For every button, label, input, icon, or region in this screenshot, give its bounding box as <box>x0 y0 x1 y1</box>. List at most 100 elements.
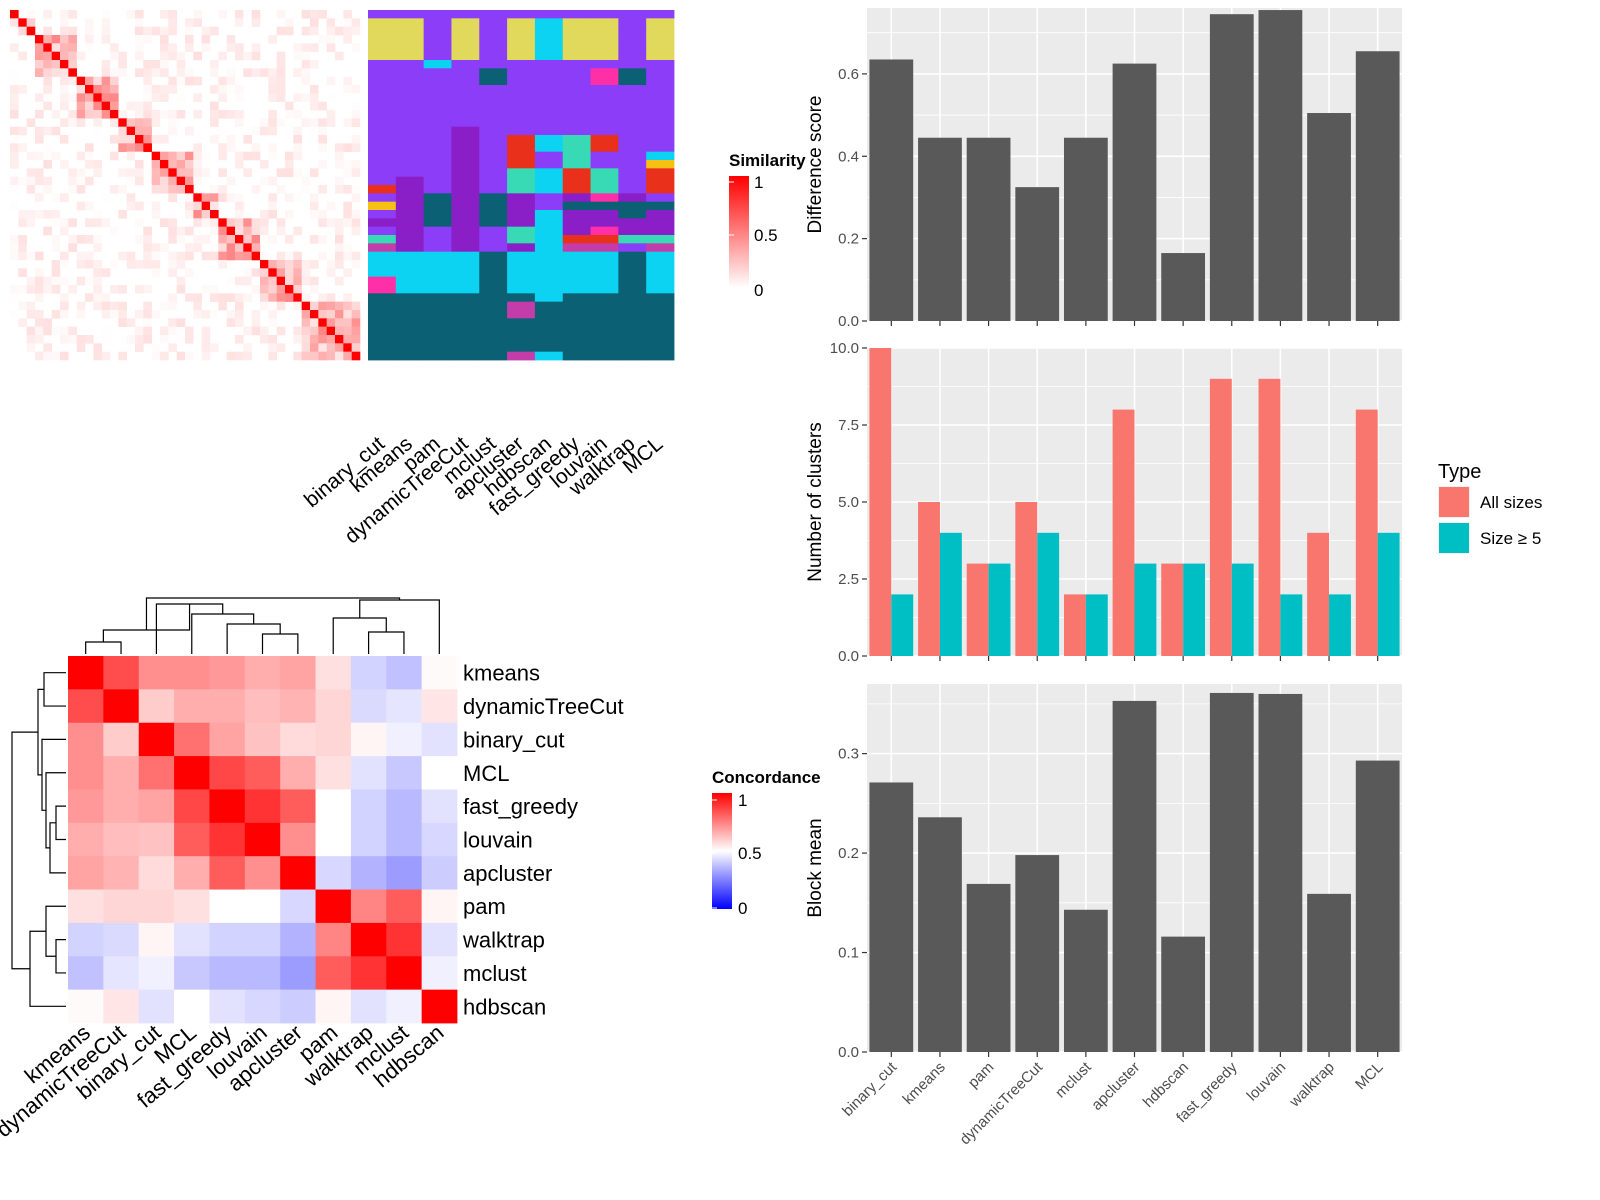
similarity-cell <box>260 301 269 311</box>
similarity-cell <box>318 35 327 44</box>
similarity-cell <box>335 351 344 361</box>
similarity-cell <box>26 151 36 161</box>
similarity-cell <box>310 168 319 177</box>
concordance-cell <box>244 722 281 757</box>
concordance-cell <box>315 856 352 890</box>
similarity-cell <box>235 210 244 219</box>
similarity-cell <box>160 151 169 161</box>
assignment-cell <box>562 93 591 103</box>
similarity-cell <box>293 293 302 302</box>
similarity-cell <box>226 318 236 327</box>
assignment-cell <box>562 335 591 344</box>
similarity-cell <box>43 351 52 361</box>
similarity-cell <box>85 268 94 277</box>
assignment-cell <box>395 93 425 103</box>
assignment-cell <box>562 226 591 236</box>
similarity-cell <box>10 243 19 252</box>
similarity-cell <box>201 235 211 244</box>
assignment-cell <box>507 251 536 261</box>
similarity-cell <box>93 351 102 361</box>
assignment-cell <box>395 210 425 219</box>
similarity-cell <box>60 135 69 144</box>
similarity-cell <box>301 260 311 269</box>
similarity-cell <box>143 235 152 244</box>
similarity-cell <box>251 18 261 27</box>
similarity-legend-label: 1 <box>754 173 763 192</box>
y-axis-title: Block mean <box>805 818 826 917</box>
similarity-cell <box>276 293 286 302</box>
similarity-cell <box>118 60 127 69</box>
similarity-cell <box>226 110 236 119</box>
assignment-cell <box>368 251 397 261</box>
assignment-cell <box>368 243 397 253</box>
assignment-cell <box>590 26 619 36</box>
similarity-cell <box>293 268 302 277</box>
similarity-cell <box>85 293 94 302</box>
similarity-cell <box>143 285 152 294</box>
concordance-cell <box>103 689 140 724</box>
similarity-cell <box>168 218 177 227</box>
similarity-cell <box>51 151 61 161</box>
similarity-cell <box>143 118 152 127</box>
assignment-cell <box>646 68 675 78</box>
assignment-cell <box>618 43 647 53</box>
bar <box>1063 137 1108 321</box>
similarity-cell <box>135 218 144 227</box>
concordance-cell <box>350 856 387 890</box>
similarity-cell <box>126 118 136 127</box>
concordance-cell <box>315 822 352 857</box>
similarity-cell <box>276 268 286 277</box>
concordance-cell <box>280 656 316 690</box>
similarity-cell <box>93 243 102 252</box>
similarity-cell <box>335 335 344 344</box>
similarity-cell <box>276 68 286 77</box>
assignment-cell <box>395 26 425 36</box>
assignment-cell <box>395 326 425 336</box>
column-dendrogram-branch <box>367 631 405 654</box>
assignment-cell <box>562 68 591 78</box>
assignment-cell <box>479 126 508 136</box>
similarity-cell <box>68 10 77 19</box>
assignment-cell <box>423 85 452 94</box>
similarity-cell <box>135 10 144 19</box>
similarity-cell <box>293 126 302 136</box>
similarity-heatmap-panel: binary_cutkmeanspamdynamicTreeCutmclusta… <box>10 10 806 548</box>
concordance-cell <box>209 856 246 890</box>
similarity-cell <box>126 168 136 177</box>
similarity-cell <box>185 210 194 219</box>
similarity-cell <box>60 18 69 27</box>
similarity-cell <box>18 235 27 244</box>
similarity-cell <box>343 351 352 361</box>
assignment-cell <box>479 243 508 253</box>
similarity-cell <box>226 68 236 77</box>
similarity-cell <box>68 51 77 61</box>
similarity-cell <box>251 251 261 261</box>
assignment-cell <box>534 93 564 103</box>
concordance-cell <box>386 722 423 757</box>
assignment-cell <box>646 143 675 153</box>
assignment-cell <box>562 218 591 228</box>
bar-all-sizes <box>918 502 940 656</box>
assignment-cell <box>479 151 508 161</box>
similarity-cell <box>35 185 44 194</box>
similarity-cell <box>218 193 227 202</box>
concordance-cell <box>386 789 423 824</box>
bar-size-ge-5 <box>1183 563 1206 656</box>
similarity-cell <box>310 310 319 319</box>
assignment-cell <box>618 85 647 94</box>
similarity-legend-label: 0 <box>754 281 763 300</box>
similarity-cell <box>93 301 102 311</box>
similarity-cell <box>76 51 86 61</box>
assignment-cell <box>646 176 675 186</box>
similarity-cell <box>26 310 36 319</box>
similarity-cell <box>251 268 261 277</box>
assignment-cell <box>590 93 619 103</box>
similarity-cell <box>168 326 177 336</box>
concordance-row-label: apcluster <box>463 861 552 886</box>
similarity-cell <box>60 276 69 286</box>
assignment-cell <box>618 293 647 303</box>
bar-all-sizes <box>1161 563 1184 656</box>
similarity-cell <box>351 135 361 144</box>
assignment-cell <box>423 293 452 303</box>
assignment-cell <box>479 93 508 103</box>
